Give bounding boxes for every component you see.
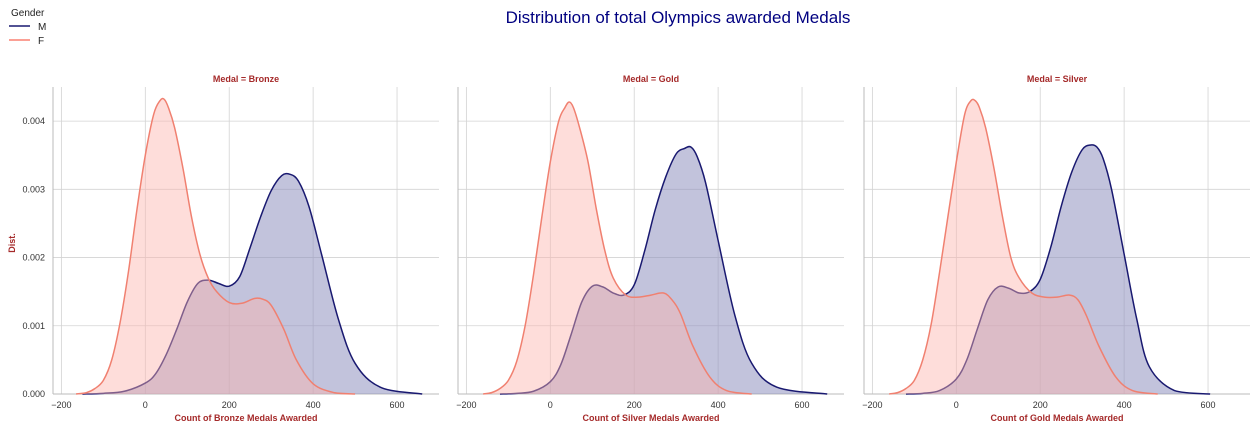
area-m [499,146,828,394]
x-tick-label: 200 [627,400,642,410]
panel-title: Medal = Gold [623,74,679,84]
y-tick-label: 0.003 [22,184,45,194]
area-m [82,173,423,394]
line-m [905,144,1211,395]
y-tick-label: 0.002 [22,253,45,263]
x-tick-label: 0 [548,400,553,410]
panel-title: Medal = Silver [1027,74,1088,84]
area-m [905,144,1211,394]
area-f [889,99,1158,394]
x-axis-label: Count of Bronze Medals Awarded [174,413,317,423]
area-f [76,98,356,394]
x-tick-label: 600 [795,400,810,410]
legend-title: Gender [11,8,45,19]
y-tick-label: 0.000 [22,389,45,399]
chart-title: Distribution of total Olympics awarded M… [506,8,851,27]
x-tick-label: 400 [1117,400,1132,410]
area-f [483,102,752,394]
x-tick-label: −200 [51,400,71,410]
line-f [75,97,356,395]
panel-title: Medal = Bronze [213,74,279,84]
x-tick-label: 0 [143,400,148,410]
y-tick-label: 0.001 [22,321,45,331]
panels: −200 0 200 400 600 0.000 0.001 0.002 0.003 0.004 M… [22,74,1250,423]
line-f [483,101,752,395]
x-tick-label: 600 [390,400,405,410]
y-tick-label: 0.004 [22,116,45,126]
legend-label-m: M [38,22,46,33]
x-axis-label: Count of Gold Medals Awarded [990,413,1123,423]
panel-3: −200 0 200 400 600 Medal = Silver Count of Gol… [862,74,1250,423]
legend: Gender M F [9,8,46,47]
x-tick-label: 600 [1201,400,1216,410]
x-tick-label: 400 [711,400,726,410]
x-tick-label: 400 [306,400,321,410]
line-m [499,145,828,395]
x-tick-label: 0 [954,400,959,410]
y-axis-label: Dist. [7,233,17,253]
x-tick-label: 200 [222,400,237,410]
x-tick-label: −200 [862,400,882,410]
x-tick-label: 200 [1033,400,1048,410]
x-tick-label: −200 [456,400,476,410]
panel-1: −200 0 200 400 600 0.000 0.001 0.002 0.003 0.004 M… [22,74,439,423]
line-m [82,172,423,395]
line-f [889,98,1158,395]
legend-label-f: F [38,36,44,47]
x-axis-label: Count of Silver Medals Awarded [582,413,719,423]
panel-2: −200 0 200 400 600 Medal = Gold Count of Silve… [456,74,844,423]
